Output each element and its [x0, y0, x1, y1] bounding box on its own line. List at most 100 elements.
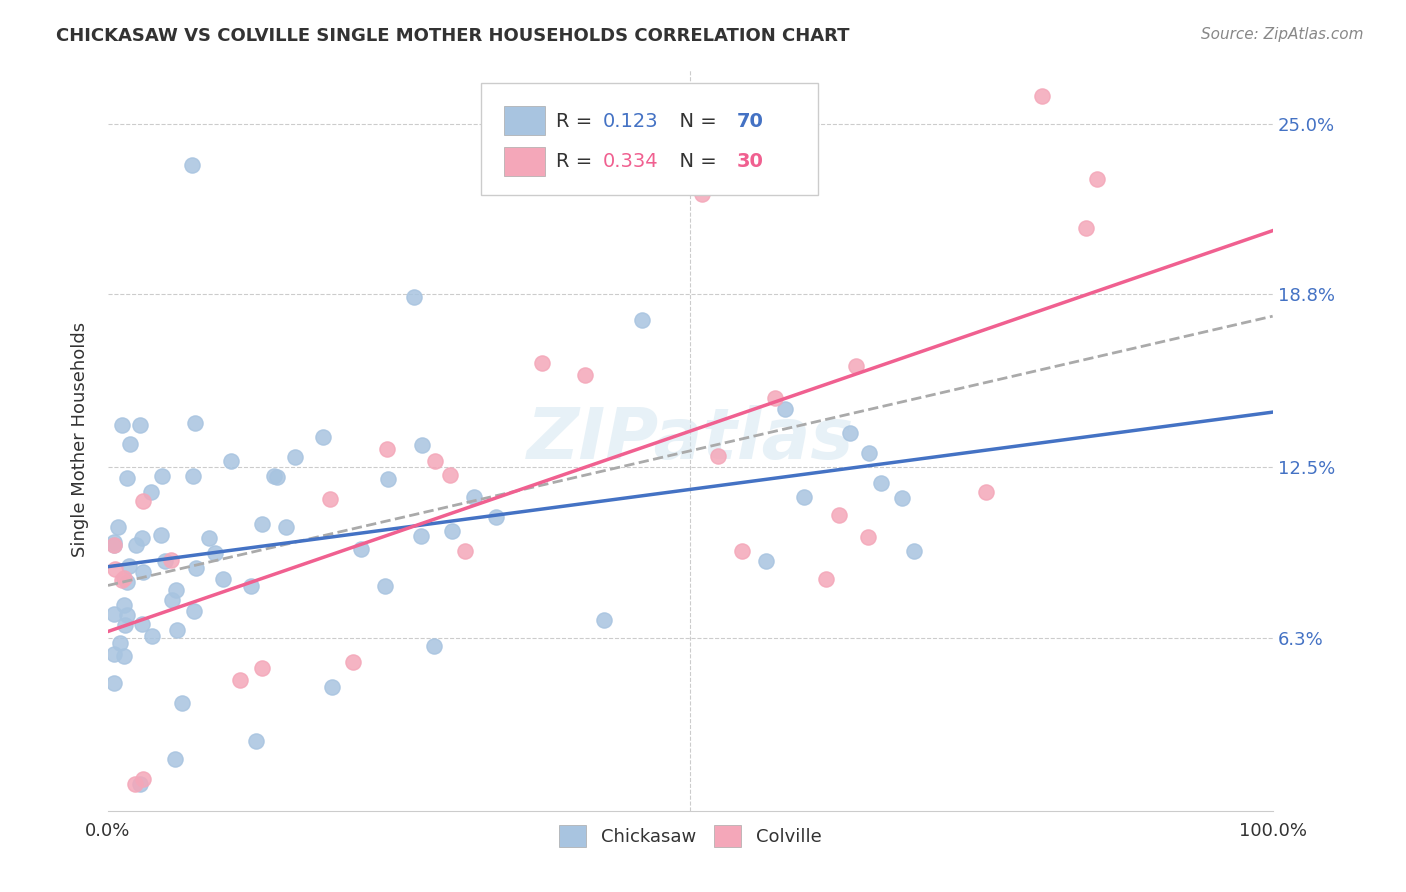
Y-axis label: Single Mother Households: Single Mother Households: [72, 322, 89, 558]
Point: [312, 430, 335, 444]
Point: [485, 509, 508, 524]
Text: N =: N =: [666, 112, 723, 131]
Point: [814, 572, 837, 586]
Point: [103, 648, 125, 662]
Point: [574, 368, 596, 383]
Point: [828, 508, 851, 522]
FancyBboxPatch shape: [481, 83, 818, 194]
Point: [454, 544, 477, 558]
Point: [763, 391, 786, 405]
Point: [129, 777, 152, 791]
Point: [350, 541, 373, 556]
Point: [219, 454, 242, 468]
Point: [111, 417, 134, 432]
Point: [204, 546, 226, 560]
Point: [141, 629, 163, 643]
FancyBboxPatch shape: [503, 105, 544, 136]
Point: [131, 531, 153, 545]
Text: CHICKASAW VS COLVILLE SINGLE MOTHER HOUSEHOLDS CORRELATION CHART: CHICKASAW VS COLVILLE SINGLE MOTHER HOUS…: [56, 27, 849, 45]
FancyBboxPatch shape: [503, 146, 544, 177]
Point: [108, 636, 131, 650]
Point: [974, 485, 997, 500]
Text: 30: 30: [737, 152, 763, 171]
Point: [112, 598, 135, 612]
Point: [440, 524, 463, 539]
Point: [131, 616, 153, 631]
Point: [731, 544, 754, 558]
Point: [115, 608, 138, 623]
Point: [284, 450, 307, 464]
Point: [120, 436, 142, 450]
Point: [891, 491, 914, 505]
Point: [165, 752, 187, 766]
Point: [112, 571, 135, 585]
Point: [160, 593, 183, 607]
Point: [132, 565, 155, 579]
Point: [439, 467, 461, 482]
Point: [690, 186, 713, 201]
Point: [160, 553, 183, 567]
Point: [110, 574, 132, 588]
Point: [342, 655, 364, 669]
Text: N =: N =: [666, 152, 723, 171]
Point: [139, 485, 162, 500]
Point: [153, 554, 176, 568]
Point: [129, 417, 152, 432]
Point: [250, 516, 273, 531]
Point: [631, 313, 654, 327]
Text: R =: R =: [557, 112, 599, 131]
Text: 0.123: 0.123: [603, 112, 658, 131]
Point: [114, 617, 136, 632]
Text: 0.334: 0.334: [603, 152, 658, 171]
Point: [240, 579, 263, 593]
Text: Source: ZipAtlas.com: Source: ZipAtlas.com: [1201, 27, 1364, 42]
Point: [252, 661, 274, 675]
Point: [149, 528, 172, 542]
Point: [125, 538, 148, 552]
Point: [276, 520, 298, 534]
Point: [1085, 172, 1108, 186]
Point: [321, 680, 343, 694]
Point: [186, 561, 208, 575]
Point: [103, 538, 125, 552]
Point: [1074, 221, 1097, 235]
Point: [118, 558, 141, 573]
Point: [374, 579, 396, 593]
Point: [104, 562, 127, 576]
Legend: Chickasaw, Colville: Chickasaw, Colville: [553, 818, 828, 855]
Point: [707, 450, 730, 464]
Point: [404, 290, 426, 304]
Point: [845, 359, 868, 374]
Point: [132, 772, 155, 786]
Point: [266, 470, 288, 484]
Point: [107, 519, 129, 533]
Point: [124, 777, 146, 791]
Point: [150, 469, 173, 483]
Text: ZIPatlas: ZIPatlas: [527, 405, 853, 475]
Point: [115, 574, 138, 589]
Point: [870, 476, 893, 491]
Point: [838, 426, 860, 441]
Point: [103, 538, 125, 552]
Point: [184, 416, 207, 430]
Point: [858, 446, 880, 460]
Point: [245, 734, 267, 748]
Point: [531, 356, 554, 370]
Point: [409, 529, 432, 543]
Point: [858, 530, 880, 544]
Point: [183, 604, 205, 618]
Point: [425, 453, 447, 467]
Point: [229, 673, 252, 687]
Point: [319, 491, 342, 506]
Point: [112, 648, 135, 663]
Point: [755, 554, 778, 568]
Point: [181, 468, 204, 483]
Point: [903, 543, 925, 558]
Point: [166, 623, 188, 637]
Point: [375, 442, 398, 457]
Point: [103, 607, 125, 622]
Point: [377, 472, 399, 486]
Point: [411, 438, 433, 452]
Point: [263, 468, 285, 483]
Point: [463, 490, 485, 504]
